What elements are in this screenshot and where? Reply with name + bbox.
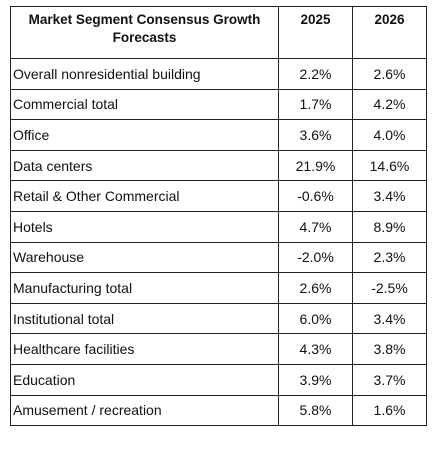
value-2025-cell: 5.8% bbox=[278, 394, 353, 427]
segment-cell: Hotels bbox=[10, 210, 279, 243]
value-2025-cell: 2.2% bbox=[278, 58, 353, 90]
value-2026-cell: 3.4% bbox=[352, 180, 427, 212]
value-2026-cell: 4.2% bbox=[352, 88, 427, 121]
segment-cell: Institutional total bbox=[10, 302, 279, 335]
value-2025-cell: 1.7% bbox=[278, 88, 353, 121]
table-row: Amusement / recreation 5.8% 1.6% bbox=[10, 394, 427, 427]
value-2025-cell: 6.0% bbox=[278, 302, 353, 335]
value-2026-cell: 4.0% bbox=[352, 119, 427, 151]
table-row: Manufacturing total 2.6% -2.5% bbox=[10, 272, 427, 304]
value-2026-cell: 3.8% bbox=[352, 333, 427, 365]
segment-cell: Office bbox=[10, 119, 279, 151]
segment-cell: Commercial total bbox=[10, 88, 279, 121]
value-2025-cell: 3.9% bbox=[278, 363, 353, 396]
table-row: Healthcare facilities 4.3% 3.8% bbox=[10, 333, 427, 365]
value-2025-cell: 2.6% bbox=[278, 272, 353, 304]
header-segment: Market Segment Consensus Growth Forecast… bbox=[10, 6, 279, 59]
value-2025-cell: 3.6% bbox=[278, 119, 353, 151]
value-2025-cell: -0.6% bbox=[278, 180, 353, 212]
table-row: Office 3.6% 4.0% bbox=[10, 119, 427, 151]
value-2025-cell: 21.9% bbox=[278, 149, 353, 182]
header-year-2026: 2026 bbox=[352, 6, 427, 59]
table-row: Commercial total 1.7% 4.2% bbox=[10, 88, 427, 121]
segment-cell: Manufacturing total bbox=[10, 272, 279, 304]
segment-cell: Overall nonresidential building bbox=[10, 58, 279, 90]
value-2025-cell: 4.7% bbox=[278, 210, 353, 243]
table-header: Market Segment Consensus Growth Forecast… bbox=[10, 6, 427, 59]
segment-cell: Amusement / recreation bbox=[10, 394, 279, 427]
value-2025-cell: -2.0% bbox=[278, 241, 353, 274]
table-row: Hotels 4.7% 8.9% bbox=[10, 210, 427, 243]
table-row: Warehouse -2.0% 2.3% bbox=[10, 241, 427, 274]
value-2026-cell: -2.5% bbox=[352, 272, 427, 304]
forecast-table: Market Segment Consensus Growth Forecast… bbox=[10, 6, 427, 427]
segment-cell: Warehouse bbox=[10, 241, 279, 274]
value-2026-cell: 14.6% bbox=[352, 149, 427, 182]
segment-cell: Data centers bbox=[10, 149, 279, 182]
table-row: Education 3.9% 3.7% bbox=[10, 363, 427, 396]
value-2026-cell: 8.9% bbox=[352, 210, 427, 243]
table-body: Overall nonresidential building 2.2% 2.6… bbox=[10, 58, 427, 427]
header-row: Market Segment Consensus Growth Forecast… bbox=[10, 6, 427, 59]
value-2026-cell: 2.3% bbox=[352, 241, 427, 274]
value-2026-cell: 3.4% bbox=[352, 302, 427, 335]
table-row: Data centers 21.9% 14.6% bbox=[10, 149, 427, 182]
segment-cell: Healthcare facilities bbox=[10, 333, 279, 365]
table-row: Institutional total 6.0% 3.4% bbox=[10, 302, 427, 335]
value-2026-cell: 2.6% bbox=[352, 58, 427, 90]
header-year-2025: 2025 bbox=[278, 6, 353, 59]
value-2026-cell: 1.6% bbox=[352, 394, 427, 427]
table-row: Overall nonresidential building 2.2% 2.6… bbox=[10, 58, 427, 90]
value-2026-cell: 3.7% bbox=[352, 363, 427, 396]
segment-cell: Retail & Other Commercial bbox=[10, 180, 279, 212]
value-2025-cell: 4.3% bbox=[278, 333, 353, 365]
segment-cell: Education bbox=[10, 363, 279, 396]
table-row: Retail & Other Commercial -0.6% 3.4% bbox=[10, 180, 427, 212]
